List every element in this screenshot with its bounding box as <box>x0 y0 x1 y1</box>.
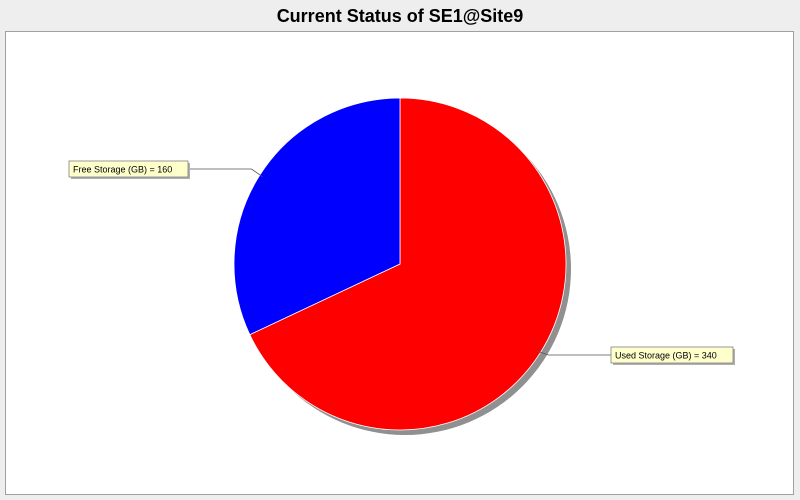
label-box <box>610 346 734 364</box>
pie-slice-used-storage[interactable] <box>249 97 567 431</box>
leader-line <box>537 350 611 356</box>
slice-label: Used Storage (GB) = 340 <box>615 351 717 361</box>
leader-line <box>188 168 263 178</box>
label-box <box>68 160 189 178</box>
chart-title: Current Status of SE1@Site9 <box>276 6 524 26</box>
slice-label: Free Storage (GB) = 160 <box>73 165 172 175</box>
